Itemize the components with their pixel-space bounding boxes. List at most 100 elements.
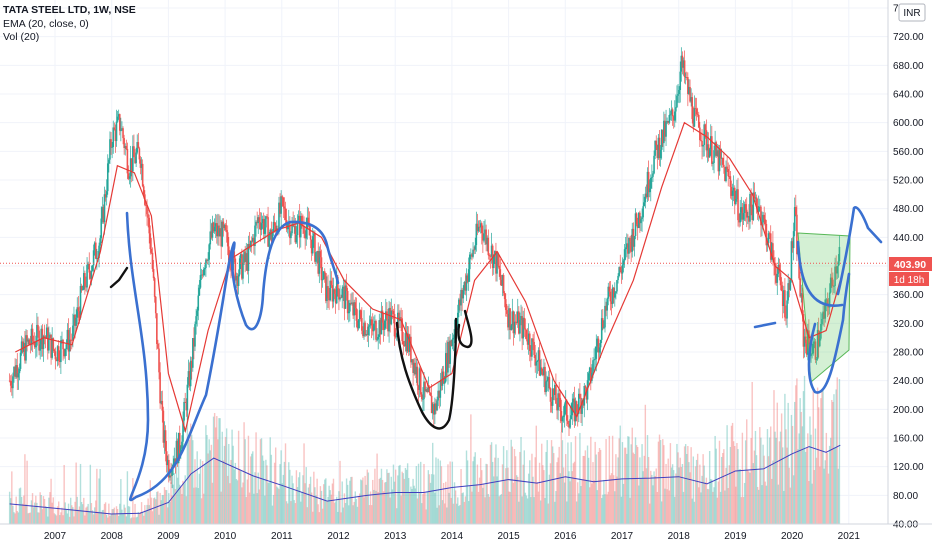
candle-body: [629, 237, 631, 242]
volume-bar: [442, 483, 445, 524]
candle-body: [378, 320, 381, 337]
candle-body: [425, 389, 427, 392]
candle-body: [64, 348, 67, 357]
candle-body: [114, 129, 117, 142]
candle-body: [830, 277, 833, 280]
candle-body: [812, 343, 815, 354]
volume-bar: [783, 490, 785, 524]
candle-body: [188, 371, 191, 387]
candle-body: [779, 272, 782, 286]
volume-bar: [789, 487, 792, 524]
candle-body: [344, 285, 347, 309]
currency-button[interactable]: INR: [898, 3, 926, 22]
volume-bar: [720, 456, 723, 524]
volume-bar: [67, 503, 70, 524]
volume-bar: [73, 516, 75, 524]
candle-body: [730, 186, 733, 196]
candle-body: [19, 352, 22, 369]
candle-body: [319, 251, 322, 258]
black-drawing[interactable]: [109, 266, 129, 289]
candle-body: [421, 394, 423, 400]
candle-body: [700, 140, 702, 141]
candle-body: [753, 192, 756, 199]
volume-bar: [542, 465, 544, 524]
volume-bar: [84, 515, 86, 524]
candle-body: [150, 249, 153, 253]
volume-bar: [211, 482, 214, 524]
symbol-title[interactable]: TATA STEEL LTD, 1W, NSE: [3, 4, 136, 16]
volume-bar: [477, 491, 480, 524]
volume-bar: [774, 431, 776, 524]
volume-bar: [123, 504, 125, 524]
volume-indicator-label[interactable]: Vol (20): [3, 31, 40, 43]
volume-bar: [586, 445, 589, 524]
volume-bar: [665, 463, 667, 524]
candle-body: [475, 223, 478, 246]
volume-bar: [304, 483, 306, 524]
volume-ma-line: [9, 444, 841, 515]
volume-bar: [489, 444, 492, 524]
volume-bar: [349, 480, 351, 524]
candle-body: [165, 451, 168, 466]
volume-bar: [134, 503, 136, 524]
candle-body: [44, 336, 47, 339]
candle-body: [681, 55, 684, 68]
ema-indicator-label[interactable]: EMA (20, close, 0): [3, 17, 89, 30]
volume-bar: [764, 481, 766, 524]
candle-body: [765, 223, 768, 246]
volume-bar: [369, 491, 372, 524]
blue-drawing[interactable]: [753, 206, 883, 394]
volume-bar: [182, 480, 184, 524]
volume-bar: [199, 459, 202, 524]
volume-bar: [333, 502, 336, 524]
volume-bar: [657, 441, 660, 524]
candle-body: [211, 222, 214, 238]
volume-bar: [672, 470, 675, 524]
volume-bar: [655, 468, 657, 524]
volume-bar: [765, 485, 768, 524]
volume-bar: [293, 500, 295, 524]
volume-bar: [342, 507, 344, 524]
candle-body: [401, 318, 403, 342]
volume-bar: [761, 485, 763, 524]
candle-body: [775, 275, 777, 283]
price-tick-label: 680.00: [893, 61, 924, 72]
volume-bar: [360, 479, 362, 524]
candle-body: [825, 299, 828, 301]
volume-bar: [680, 467, 683, 524]
volume-bar: [170, 482, 172, 524]
candle-body: [338, 288, 340, 300]
candle-body: [448, 341, 450, 364]
volume-bar: [684, 444, 687, 524]
candle-body: [350, 302, 352, 304]
candle-body: [672, 116, 675, 121]
candle-body: [100, 218, 103, 239]
volume-bar: [415, 466, 418, 524]
volume-bar: [87, 503, 89, 524]
volume-bar: [162, 495, 165, 524]
candle-body: [8, 380, 11, 382]
candle-body: [805, 343, 808, 355]
candle-body: [66, 329, 69, 345]
candle-body: [436, 400, 438, 411]
time-axis[interactable]: 2007 2008 2009 2010 2011 2012 2013 2014 2015 2016…: [44, 531, 860, 542]
volume-bar: [677, 452, 679, 524]
black-drawing[interactable]: [395, 309, 473, 430]
price-tick-label: 40.00: [893, 520, 918, 531]
volume-bar: [561, 440, 564, 524]
volume-bar: [282, 474, 285, 524]
candle-body: [73, 314, 75, 326]
candle-body: [90, 270, 93, 279]
candle-body: [31, 328, 34, 342]
candle-body: [717, 150, 720, 172]
candle-body: [102, 207, 105, 223]
volume-bar: [452, 503, 455, 524]
volume-bar: [405, 469, 408, 524]
blue-drawing[interactable]: [125, 211, 340, 502]
volume-bar: [596, 490, 599, 524]
volume-bar: [628, 436, 630, 524]
volume-bar: [291, 475, 293, 524]
volume-bar: [401, 471, 403, 524]
candle-body: [645, 193, 648, 198]
